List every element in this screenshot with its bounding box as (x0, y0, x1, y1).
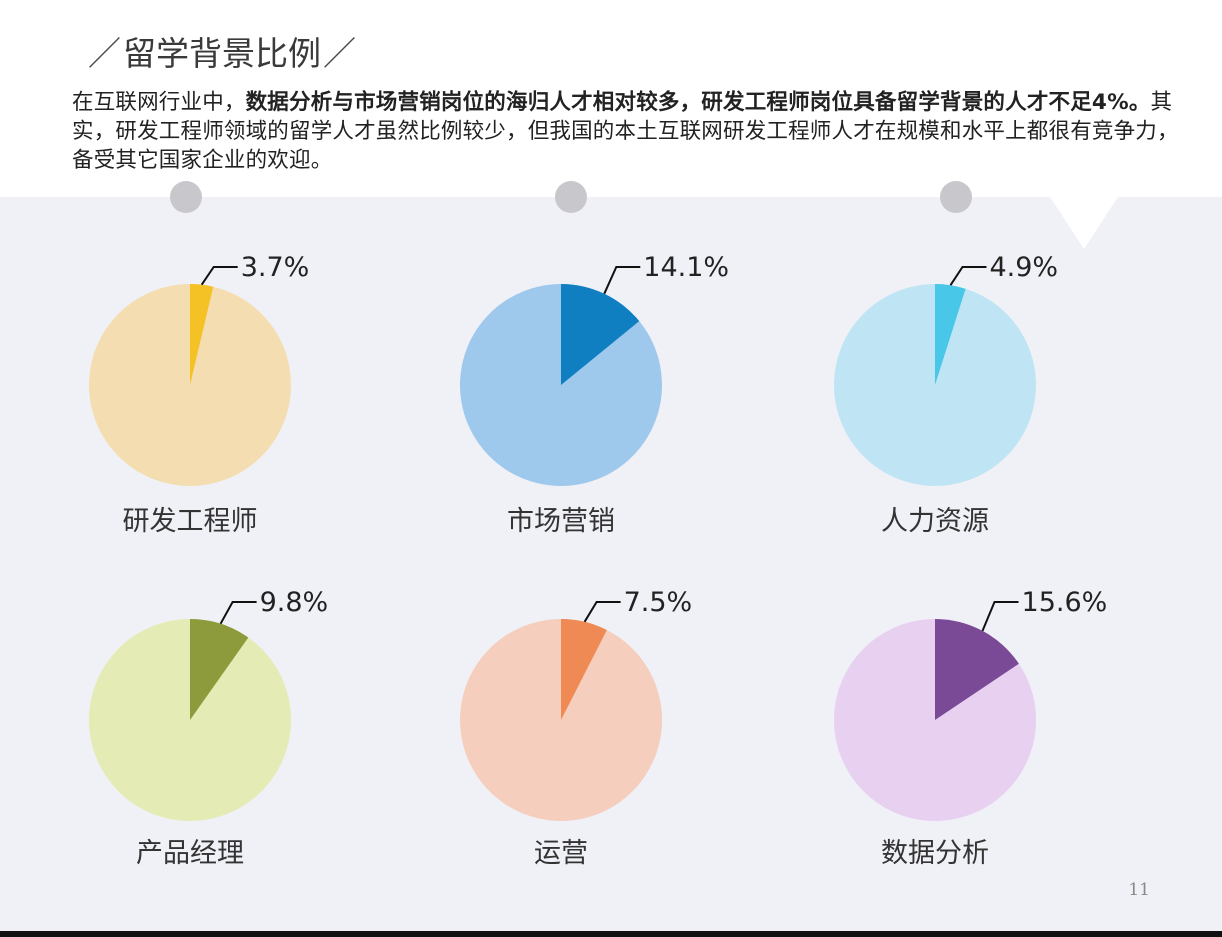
pie-4-leader-line (219, 601, 257, 625)
column-marker-dot-3 (940, 181, 972, 213)
pie-5-leader-line (583, 601, 621, 623)
pie-5-category-label: 运营 (534, 838, 588, 869)
title-text: 留学背景比例 (123, 34, 321, 73)
intro-part-1: 在互联网行业中， (72, 90, 246, 115)
pie-2-category-label: 市场营销 (507, 506, 615, 537)
pie-4-percent-label: 9.8% (260, 587, 329, 618)
pie-3-percent-label: 4.9% (989, 252, 1058, 283)
pie-3-category-label: 人力资源 (881, 506, 989, 537)
speech-notch (1050, 197, 1118, 249)
pie-2-percent-label: 14.1% (643, 252, 729, 283)
intro-paragraph: 在互联网行业中，数据分析与市场营销岗位的海归人才相对较多，研发工程师岗位具备留学… (72, 88, 1182, 175)
pie-6-category-label: 数据分析 (881, 838, 989, 869)
title-slash-right: ／ (323, 34, 356, 73)
pie-6-leader-line (981, 601, 1019, 632)
pie-6-percent-label: 15.6% (1022, 587, 1108, 618)
pie-1-category-label: 研发工程师 (123, 506, 258, 537)
intro-part-3: 其实，研发工程师领域的留学人才虽然比例较少，但我国的本土互联网研发工程师人才在规… (72, 90, 1179, 173)
column-marker-dot-2 (555, 181, 587, 213)
bottom-bar (0, 931, 1222, 937)
pie-1-leader-line (200, 266, 238, 286)
page-title: ／ 留学背景比例 ／ (88, 26, 356, 76)
pie-2-leader-line (603, 266, 641, 295)
column-marker-dot-1 (170, 181, 202, 213)
pie-1-slice (190, 284, 214, 385)
pie-5-percent-label: 7.5% (624, 587, 693, 618)
pie-4-category-label: 产品经理 (136, 838, 244, 869)
pie-3-slice (935, 284, 966, 385)
pie-5-slice (561, 619, 607, 720)
page-number: 11 (1128, 880, 1150, 900)
pie-4-slice (190, 619, 249, 720)
title-slash-left: ／ (88, 34, 121, 73)
pie-2-slice (561, 284, 640, 385)
pie-1-percent-label: 3.7% (241, 252, 310, 283)
intro-part-2: 数据分析与市场营销岗位的海归人才相对较多，研发工程师岗位具备留学背景的人才不足4… (245, 90, 1151, 115)
pie-3-leader-line (949, 266, 987, 286)
pie-6-slice (935, 619, 1019, 720)
